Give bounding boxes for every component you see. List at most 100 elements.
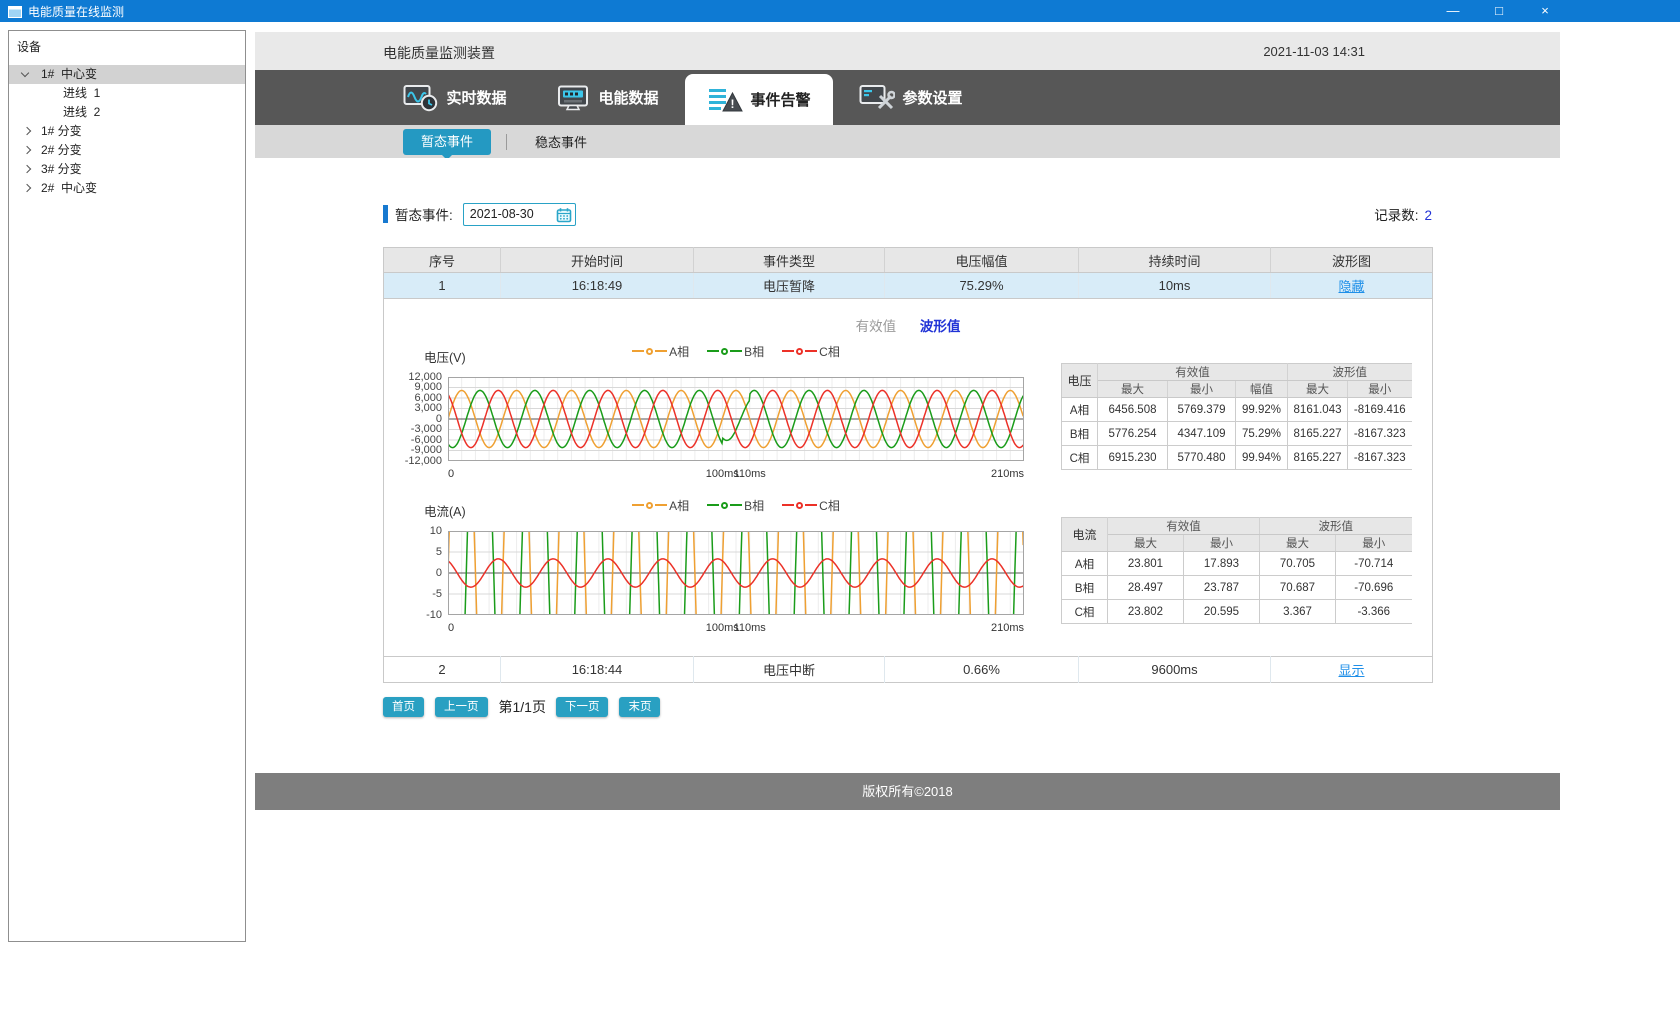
chevron-right-icon[interactable] (22, 126, 32, 136)
x-tick-label: 0 (448, 622, 455, 634)
tab-energy-data[interactable]: 电能数据 (533, 70, 681, 125)
device-tree-header: 设备 (17, 40, 42, 54)
tree-item-label: 2# 中心变 (41, 181, 98, 195)
chevron-right-icon[interactable] (22, 183, 32, 193)
titlebar: 电能质量在线监测 — □ × (0, 0, 1680, 22)
device-tree-panel: 设备 1# 中心变进线 1 进线 2 1# 分变 2# 分变 3# 分变 2# 中心变 (8, 30, 246, 942)
calendar-icon[interactable] (556, 207, 572, 223)
tree-item[interactable]: 3# 分变 (9, 160, 245, 179)
y-tick-label: 3,000 (414, 402, 442, 414)
settings-icon (859, 84, 897, 112)
prev-page-button[interactable]: 上一页 (435, 697, 488, 717)
tree-item[interactable]: 进线 1 (9, 84, 245, 103)
filter-row: 暂态事件: 2021-08-30 记录数: 2 (383, 202, 1432, 226)
tab-steady-events[interactable]: 稳态事件 (535, 135, 588, 150)
events-table: 序号 开始时间 事件类型 电压幅值 持续时间 波形图 1 16:18:49 电压暂降 75.29… (383, 247, 1433, 872)
legend-line (655, 504, 668, 506)
voltage-stats-table: 电压 有效值 波形值 最大 最小 幅值 最大 最小 A相 6456.508 5769.379 99.9… (1061, 363, 1412, 470)
tree-item[interactable]: 1# 分变 (9, 122, 245, 141)
legend-marker-icon (721, 347, 729, 355)
event-cell: 1 (383, 272, 501, 299)
waveform-detail-row: 有效值 波形值 A相 B相 C相 电压(V) 12,000 9,000 6,000 3,0… (384, 274, 1433, 872)
legend-line (805, 504, 818, 506)
stats-row: C相 6915.230 5770.480 99.94% 8165.227 -8167.32… (1061, 445, 1412, 470)
close-button[interactable]: × (1541, 3, 1549, 18)
subtabbar: 暂态事件 稳态事件 (255, 125, 1560, 160)
event-alarm-icon: ! (707, 86, 744, 114)
chevron-right-icon[interactable] (22, 145, 32, 155)
last-page-button[interactable]: 末页 (619, 697, 661, 717)
y-tick-label: 10 (429, 524, 442, 537)
stats-group-header: 有效值 (1096, 363, 1289, 381)
stats-value: 5769.379 (1167, 397, 1236, 422)
stats-value: 8165.227 (1287, 445, 1349, 470)
date-input[interactable]: 2021-08-30 (462, 202, 576, 226)
realtime-data-icon (403, 84, 439, 112)
tab-param-settings[interactable]: 参数设置 (837, 70, 985, 125)
stats-value: -70.696 (1335, 575, 1412, 600)
legend-item[interactable]: C相 (782, 343, 840, 360)
subtab-divider (506, 133, 507, 150)
legend-item[interactable]: B相 (707, 343, 764, 360)
y-tick-label: 6,000 (414, 391, 442, 404)
waveform-link[interactable]: 隐藏 (1338, 279, 1365, 294)
chevron-down-icon[interactable] (20, 68, 30, 78)
stats-value: 6456.508 (1097, 397, 1168, 422)
main-panel: 电能质量监测装置 2021-11-03 14:31 实时数据 电能数据! 事件告警 参… (255, 32, 1560, 942)
stats-value: 17.893 (1183, 551, 1260, 576)
legend-item[interactable]: C相 (782, 497, 840, 514)
event-cell: 75.29% (884, 272, 1079, 299)
legend-item[interactable]: A相 (632, 343, 689, 360)
events-col-header: 序号 (383, 247, 501, 273)
x-tick-label: 100ms (705, 622, 739, 634)
phase-label: B相 (1061, 421, 1098, 446)
stats-value: 8161.043 (1287, 397, 1349, 422)
waveform-link[interactable]: 显示 (1338, 663, 1365, 678)
stats-sub-header: 最小 (1335, 534, 1412, 552)
maximize-button[interactable]: □ (1495, 3, 1503, 18)
stats-row: A相 23.801 17.893 70.705 -70.714 (1061, 551, 1412, 576)
legend-item[interactable]: A相 (632, 497, 689, 514)
current-axis-title: 电流(A) (424, 505, 466, 519)
app-header: 电能质量监测装置 2021-11-03 14:31 (255, 32, 1560, 70)
tree-item[interactable]: 2# 分变 (9, 141, 245, 160)
voltage-y-axis: 12,000 9,000 6,000 3,000 0 -3,000 -6,000 -9,000… (388, 371, 444, 467)
tab-realtime-data[interactable]: 实时数据 (381, 70, 529, 125)
phase-label: A相 (1061, 551, 1108, 576)
legend-item[interactable]: B相 (707, 497, 764, 514)
first-page-button[interactable]: 首页 (383, 697, 424, 717)
stats-value: -8169.416 (1347, 397, 1412, 422)
tree-item[interactable]: 2# 中心变 (9, 179, 245, 198)
timestamp: 2021-11-03 14:31 (1263, 44, 1365, 59)
stats-value: 5776.254 (1097, 421, 1168, 446)
tab-label: 参数设置 (902, 90, 963, 107)
tab-event-alarm[interactable]: ! 事件告警 (685, 74, 833, 125)
rms-value-toggle[interactable]: 有效值 (855, 319, 897, 334)
record-count: 记录数: 2 (1374, 204, 1432, 224)
current-x-axis: 0 100ms 110ms 210ms (448, 622, 1024, 636)
legend-label: B相 (744, 344, 765, 359)
app-icon (8, 5, 22, 18)
tree-item-label: 1# 中心变 (41, 67, 98, 81)
y-tick-label: 12,000 (408, 370, 442, 383)
voltage-axis-title: 电压(V) (424, 351, 466, 365)
minimize-button[interactable]: — (1446, 3, 1460, 18)
stats-value: 23.787 (1183, 575, 1260, 600)
footer: 版权所有©2018 (255, 773, 1560, 810)
current-legend: A相 B相 C相 (448, 497, 1024, 513)
x-tick-label: 0 (448, 468, 455, 480)
next-page-button[interactable]: 下一页 (555, 697, 609, 717)
legend-marker-icon (721, 501, 729, 509)
tab-transient-events[interactable]: 暂态事件 (403, 128, 491, 160)
tree-item[interactable]: 进线 2 (9, 103, 245, 122)
legend-line (805, 350, 818, 352)
chevron-right-icon[interactable] (22, 164, 32, 174)
stats-sub-header: 最大 (1107, 534, 1184, 552)
voltage-stats: 电压 有效值 波形值 最大 最小 幅值 最大 最小 A相 6456.508 5769.379 99.9… (1061, 363, 1412, 470)
current-stats-table: 电流 有效值 波形值 最大 最小 最大 最小 A相 23.801 17.893 70.705 -70.… (1061, 517, 1412, 624)
legend-line (632, 504, 645, 506)
tree-item[interactable]: 1# 中心变 (9, 65, 245, 84)
legend-line (782, 504, 795, 506)
tree-item-label: 进线 2 (63, 105, 101, 119)
waveform-value-toggle[interactable]: 波形值 (919, 319, 961, 334)
